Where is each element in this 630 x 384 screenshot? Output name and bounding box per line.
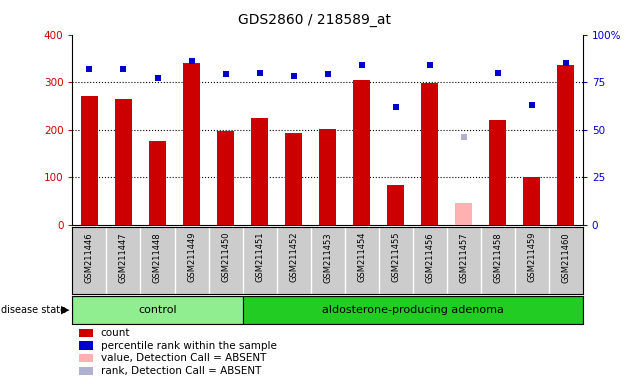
- Bar: [353, 80, 370, 225]
- Text: rank, Detection Call = ABSENT: rank, Detection Call = ABSENT: [101, 366, 261, 376]
- Text: aldosterone-producing adenoma: aldosterone-producing adenoma: [322, 305, 503, 315]
- Text: control: control: [138, 305, 177, 315]
- Bar: [558, 65, 575, 225]
- Text: GSM211449: GSM211449: [187, 232, 196, 283]
- Bar: [455, 203, 472, 225]
- Text: GSM211451: GSM211451: [255, 232, 264, 283]
- Bar: [421, 83, 438, 225]
- Bar: [387, 185, 404, 225]
- Text: GSM211460: GSM211460: [561, 232, 570, 283]
- Bar: [81, 96, 98, 225]
- Bar: [523, 177, 541, 225]
- Text: disease state: disease state: [1, 305, 66, 315]
- Bar: [149, 141, 166, 225]
- Bar: [251, 118, 268, 225]
- Text: GSM211446: GSM211446: [85, 232, 94, 283]
- Bar: [490, 120, 507, 225]
- Text: GSM211448: GSM211448: [153, 232, 162, 283]
- Text: GSM211457: GSM211457: [459, 232, 468, 283]
- Bar: [183, 63, 200, 225]
- Text: count: count: [101, 328, 130, 338]
- Text: GSM211458: GSM211458: [493, 232, 502, 283]
- Bar: [217, 131, 234, 225]
- Bar: [243, 296, 583, 324]
- Text: GSM211455: GSM211455: [391, 232, 400, 283]
- Bar: [115, 99, 132, 225]
- Text: ▶: ▶: [61, 305, 69, 315]
- Bar: [72, 296, 243, 324]
- Text: value, Detection Call = ABSENT: value, Detection Call = ABSENT: [101, 353, 266, 363]
- Text: GSM211450: GSM211450: [221, 232, 230, 283]
- Text: GSM211454: GSM211454: [357, 232, 366, 283]
- Text: GSM211456: GSM211456: [425, 232, 434, 283]
- Text: GSM211452: GSM211452: [289, 232, 298, 283]
- Bar: [319, 129, 336, 225]
- Text: GSM211447: GSM211447: [119, 232, 128, 283]
- Text: GDS2860 / 218589_at: GDS2860 / 218589_at: [239, 13, 391, 27]
- Text: percentile rank within the sample: percentile rank within the sample: [101, 341, 277, 351]
- Bar: [285, 133, 302, 225]
- Text: GSM211453: GSM211453: [323, 232, 332, 283]
- Text: GSM211459: GSM211459: [527, 232, 536, 283]
